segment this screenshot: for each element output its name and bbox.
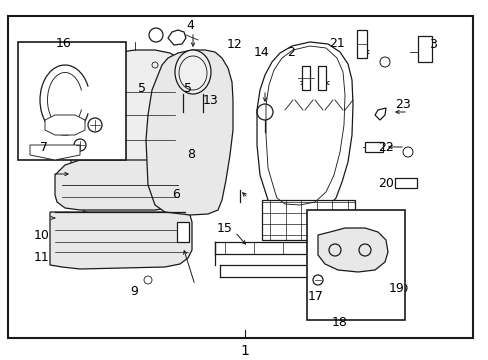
Bar	[8, 16, 472, 338]
Text: 22: 22	[378, 141, 393, 154]
Bar	[394, 178, 416, 188]
Text: 5: 5	[138, 82, 145, 95]
Polygon shape	[70, 50, 192, 215]
Text: 7: 7	[40, 141, 48, 154]
Polygon shape	[146, 50, 232, 215]
Text: 13: 13	[202, 94, 218, 107]
Bar	[317, 66, 325, 90]
Text: 12: 12	[226, 39, 242, 51]
Bar	[354, 303, 376, 315]
Polygon shape	[55, 160, 182, 210]
Polygon shape	[257, 42, 352, 214]
Ellipse shape	[175, 50, 210, 94]
Bar	[364, 142, 382, 152]
Text: 15: 15	[217, 222, 232, 235]
Text: 5: 5	[184, 82, 192, 95]
Bar	[306, 210, 404, 320]
Text: 10: 10	[34, 229, 49, 242]
Text: 11: 11	[34, 251, 49, 264]
Text: 9: 9	[130, 285, 138, 298]
Text: 20: 20	[378, 177, 393, 190]
Bar	[356, 30, 366, 58]
Polygon shape	[50, 212, 192, 269]
Polygon shape	[30, 145, 80, 160]
Polygon shape	[317, 228, 387, 272]
Text: 2: 2	[286, 46, 294, 59]
Text: 1: 1	[240, 344, 248, 358]
Text: 16: 16	[56, 37, 71, 50]
Bar	[302, 66, 309, 90]
Polygon shape	[262, 200, 354, 240]
Text: 23: 23	[395, 98, 410, 111]
Polygon shape	[45, 115, 85, 135]
Text: 18: 18	[331, 316, 347, 329]
Text: 17: 17	[307, 291, 323, 303]
Text: 6: 6	[172, 188, 180, 201]
Text: 14: 14	[253, 46, 269, 59]
Polygon shape	[374, 108, 385, 120]
Polygon shape	[168, 30, 185, 45]
Bar	[417, 36, 431, 62]
Bar	[18, 42, 126, 160]
Text: 4: 4	[186, 19, 194, 32]
Text: 21: 21	[329, 37, 345, 50]
Text: 19: 19	[387, 282, 403, 294]
Bar	[177, 222, 189, 242]
Text: 3: 3	[428, 39, 436, 51]
Text: 8: 8	[186, 148, 194, 161]
